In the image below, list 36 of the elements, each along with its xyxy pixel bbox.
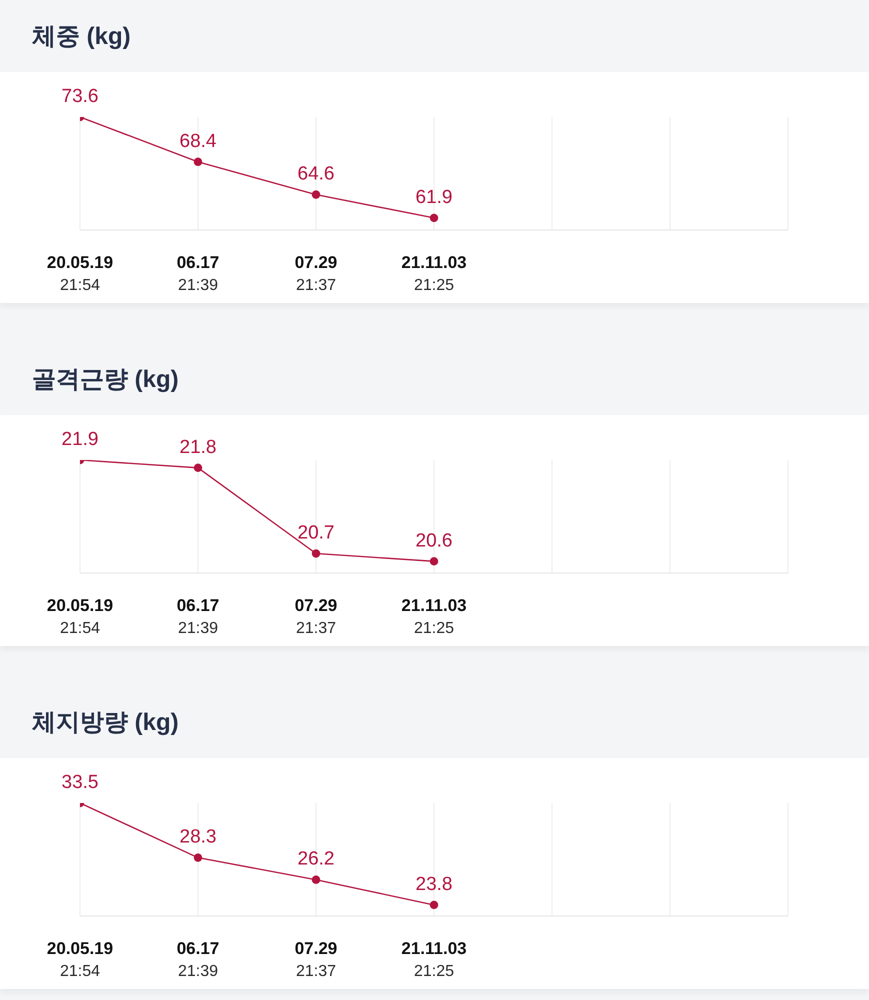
x-tick-label: 20.05.19 21:54 <box>46 596 114 637</box>
point <box>430 900 438 910</box>
point <box>194 464 202 472</box>
point <box>194 853 202 862</box>
x-tick-label: 21.11.03 21:25 <box>401 939 467 980</box>
x-tick-label: 06.17 21:39 <box>176 596 220 637</box>
x-tick-label: 06.17 21:39 <box>176 253 220 294</box>
data-label: 23.8 <box>416 874 452 895</box>
x-tick-label: 21.11.03 21:25 <box>401 596 467 637</box>
data-label: 20.7 <box>298 522 334 544</box>
data-label: 21.9 <box>62 429 98 450</box>
point <box>312 549 320 558</box>
point <box>430 214 438 222</box>
data-label: 73.6 <box>62 86 98 107</box>
point <box>312 876 320 884</box>
point <box>194 158 202 166</box>
x-tick-label: 07.29 21:37 <box>294 596 338 637</box>
point <box>430 557 438 566</box>
x-tick-label: 07.29 21:37 <box>294 939 338 980</box>
chart-title: 골격근량 (kg) <box>32 365 179 395</box>
point <box>312 190 320 199</box>
data-label: 61.9 <box>416 186 452 208</box>
data-label: 33.5 <box>62 772 98 793</box>
chart-title: 체지방량 (kg) <box>32 708 179 738</box>
data-label: 26.2 <box>298 848 334 870</box>
chart-title: 체중 (kg) <box>32 22 131 52</box>
data-label: 28.3 <box>180 826 216 848</box>
data-label: 21.8 <box>180 436 216 458</box>
data-label: 68.4 <box>180 130 217 152</box>
data-label: 20.6 <box>416 530 452 552</box>
x-tick-label: 06.17 21:39 <box>176 939 220 980</box>
x-tick-label: 20.05.19 21:54 <box>46 939 114 980</box>
x-tick-label: 20.05.19 21:54 <box>46 253 114 294</box>
data-label: 64.6 <box>298 164 334 185</box>
x-tick-label: 07.29 21:37 <box>294 253 338 294</box>
x-tick-label: 21.11.03 21:25 <box>401 253 467 294</box>
